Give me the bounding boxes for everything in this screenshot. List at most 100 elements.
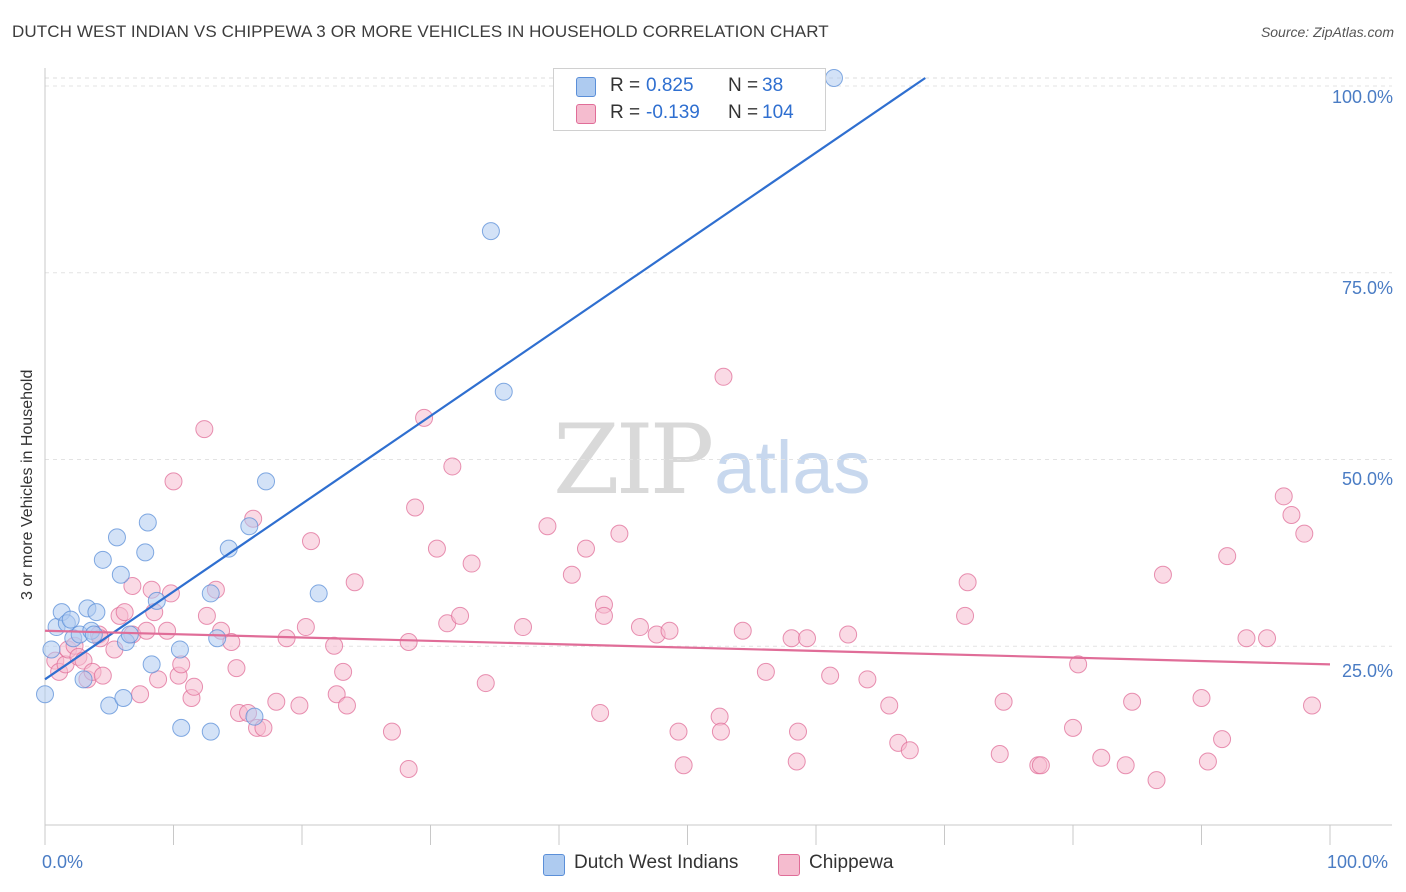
legend-r-value: 0.825 (646, 75, 694, 96)
chippewa-point (956, 606, 975, 625)
chippewa-point (382, 722, 401, 741)
chippewa-point (267, 692, 286, 711)
bottom-legend-swatch-blue (543, 854, 565, 876)
dutch-west-indians-point (481, 222, 500, 241)
chippewa-point (345, 573, 364, 592)
dutch-west-indians-point (142, 655, 161, 674)
dutch-west-indians-point (201, 722, 220, 741)
chippewa-point (227, 659, 246, 678)
legend-r-label: R = (610, 102, 641, 123)
x-tick-label-max: 100.0% (1327, 852, 1389, 872)
chippewa-point (406, 498, 425, 517)
chippewa-point (1218, 547, 1237, 566)
dutch-west-indians-point (170, 640, 189, 659)
chippewa-point (994, 692, 1013, 711)
chippewa-point (798, 629, 817, 648)
chippewa-point (131, 685, 150, 704)
chippewa-point (427, 539, 446, 558)
bottom-legend-swatch-pink (778, 854, 800, 876)
chippewa-point (1303, 696, 1322, 715)
chippewa-point (1147, 771, 1166, 790)
chippewa-point (858, 670, 877, 689)
chippewa-point (325, 636, 344, 655)
dutch-west-indians-point (824, 69, 843, 87)
correlation-legend: R = 0.825 N = 38 R = -0.139 N = 104 (553, 68, 826, 131)
x-tick-label-min: 0.0% (42, 852, 84, 872)
chippewa-point (710, 707, 729, 726)
dutch-west-indians-point (84, 625, 103, 644)
chippewa-point (1295, 524, 1314, 543)
chippewa-point (562, 565, 581, 584)
chippewa-point (462, 554, 481, 573)
legend-r-value: -0.139 (646, 102, 700, 123)
dutch-west-indians-point (114, 689, 133, 708)
chippewa-point (172, 655, 191, 674)
dutch-west-indians-point (74, 670, 93, 689)
y-tick-label: 50.0% (1341, 469, 1393, 489)
chippewa-point (1213, 730, 1232, 749)
chippewa-point (1237, 629, 1256, 648)
chippewa-point (756, 662, 775, 681)
chippewa-point (149, 670, 168, 689)
legend-n-label: N = (728, 75, 759, 96)
dutch-west-indians-point (100, 696, 119, 715)
trend-lines (44, 77, 1331, 681)
dutch-west-indians-point (36, 685, 54, 704)
chippewa-point (669, 722, 688, 741)
trend-line-chippewa (44, 629, 1331, 666)
chippewa-point (1192, 689, 1211, 708)
dutch-west-indians-point (42, 640, 61, 659)
chippewa-point (399, 759, 418, 778)
chippewa-point (900, 741, 919, 760)
dutch-west-indians-point (494, 382, 513, 401)
y-tick-label: 75.0% (1341, 278, 1393, 298)
legend-n-value: 38 (762, 75, 784, 96)
chippewa-point (195, 420, 214, 439)
dutch-west-indians-point (172, 718, 191, 737)
chippewa-point (958, 573, 977, 592)
chippewa-point (123, 576, 142, 595)
legend-n-value: 104 (762, 102, 794, 123)
chippewa-point (334, 662, 353, 681)
chippewa-point (1064, 718, 1082, 737)
y-tick-label: 100.0% (1331, 87, 1393, 107)
chippewa-point (711, 722, 730, 741)
watermark-atlas-text: atlas (714, 426, 871, 509)
chippewa-point (290, 696, 309, 715)
dutch-west-indians-point (120, 625, 139, 644)
chippewa-point (158, 621, 177, 640)
chippewa-point (1258, 629, 1277, 648)
zipatlas-watermark: ZIPatlas (553, 404, 871, 516)
gridlines (45, 77, 1392, 647)
chippewa-point (476, 674, 495, 693)
chippewa-point (399, 632, 418, 651)
chippewa-point (660, 621, 679, 640)
dutch-west-indians-point (93, 550, 112, 569)
chippewa-point (576, 539, 595, 558)
chippewa-point (1092, 748, 1111, 767)
chippewa-point (1282, 505, 1301, 524)
chippewa-point (733, 621, 752, 640)
chippewa-point (137, 621, 156, 640)
y-tick-label: 25.0% (1341, 661, 1393, 681)
dutch-west-indians-point (61, 610, 80, 629)
chippewa-point (296, 618, 315, 637)
dutch-west-indians-point (136, 543, 155, 562)
dutch-west-indians-point (111, 565, 130, 584)
dutch-west-indians-point (257, 472, 276, 491)
y-axis-label: 3 or more Vehicles in Household (19, 369, 36, 600)
chippewa-point (337, 696, 356, 715)
series-dutch-west-indians-points (36, 69, 843, 741)
chippewa-point (787, 752, 806, 771)
dutch-west-indians-point (87, 603, 106, 622)
bottom-legend-label: Chippewa (809, 852, 894, 873)
trend-line-dutch-west-indians (44, 77, 926, 681)
chippewa-point (164, 472, 183, 491)
chart-source: Source: ZipAtlas.com (1260, 24, 1394, 40)
chippewa-point (674, 756, 693, 775)
legend-swatch-pink (576, 104, 596, 124)
chippewa-point (789, 722, 808, 741)
chippewa-point (839, 625, 858, 644)
chippewa-point (443, 457, 462, 476)
